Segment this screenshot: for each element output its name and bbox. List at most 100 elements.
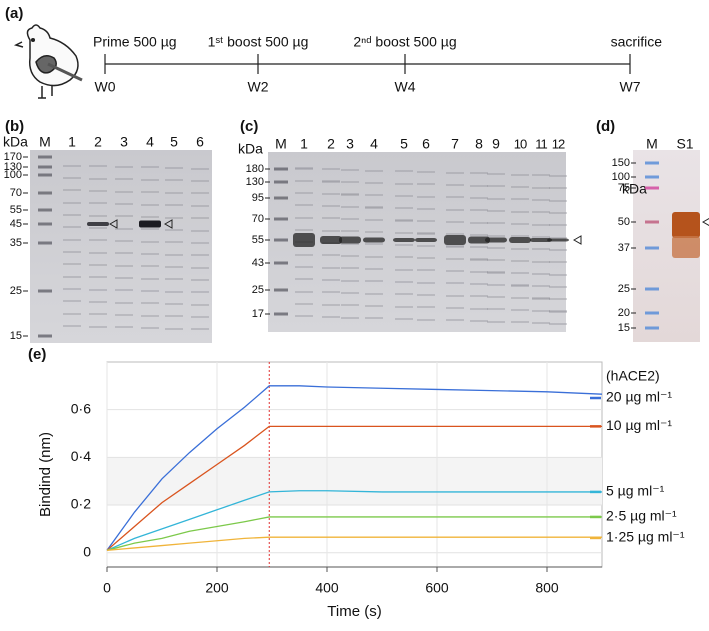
event-label: 2ⁿᵈ boost 500 µg bbox=[353, 34, 456, 50]
lane-band bbox=[446, 209, 464, 211]
lane-band bbox=[470, 197, 488, 199]
lane-band bbox=[341, 206, 359, 208]
lane-band bbox=[511, 260, 529, 262]
ladder-band bbox=[38, 208, 52, 212]
lane-band bbox=[549, 310, 567, 312]
protein-band bbox=[139, 220, 161, 228]
lane-label: 2 bbox=[94, 134, 102, 150]
lane-band bbox=[470, 259, 488, 261]
lane-band bbox=[322, 230, 340, 232]
ladder-band bbox=[645, 220, 659, 224]
lane-band bbox=[365, 182, 383, 184]
lane-band bbox=[395, 170, 413, 172]
ladder-band bbox=[274, 217, 288, 221]
lane-band bbox=[511, 297, 529, 299]
series-line bbox=[106, 536, 602, 551]
lane-band bbox=[446, 233, 464, 235]
lane-label: 11 bbox=[535, 136, 547, 151]
ladder-band bbox=[645, 326, 659, 330]
lane-band bbox=[295, 229, 313, 231]
lane-band bbox=[470, 283, 488, 285]
lane-band bbox=[470, 222, 488, 224]
ladder-band bbox=[38, 334, 52, 338]
gel-b bbox=[30, 150, 212, 343]
lane-band bbox=[322, 291, 340, 293]
x-tick-label: 200 bbox=[205, 580, 229, 596]
legend-title: (hACE2) bbox=[606, 368, 660, 384]
lane-band bbox=[191, 192, 209, 194]
marker-label: 70 bbox=[252, 213, 264, 225]
lane-band bbox=[487, 272, 505, 274]
lane-band bbox=[395, 281, 413, 283]
lane-label: S1 bbox=[676, 136, 693, 152]
lane-band bbox=[365, 170, 383, 172]
lane-band bbox=[511, 284, 529, 286]
lane-label: M bbox=[39, 134, 51, 150]
lane-band bbox=[395, 318, 413, 320]
lane-band bbox=[365, 243, 383, 245]
marker-label: 170 bbox=[4, 151, 22, 163]
x-tick-label: 0 bbox=[103, 580, 111, 596]
lane-band bbox=[365, 207, 383, 209]
band-arrow bbox=[572, 235, 582, 245]
lane-band bbox=[532, 187, 550, 189]
lane-band bbox=[141, 241, 159, 243]
lane-band bbox=[141, 228, 159, 230]
y-tick-label: 0 bbox=[83, 543, 91, 559]
lane-band bbox=[165, 229, 183, 231]
lane-band bbox=[549, 187, 567, 189]
lane-band bbox=[322, 168, 340, 170]
lane-band bbox=[511, 272, 529, 274]
lane-band bbox=[191, 180, 209, 182]
lane-band bbox=[89, 239, 107, 241]
lane-band bbox=[549, 323, 567, 325]
lane-band bbox=[89, 313, 107, 315]
ladder-band bbox=[274, 238, 288, 242]
lane-band bbox=[322, 254, 340, 256]
lane-band bbox=[322, 205, 340, 207]
lane-band bbox=[470, 295, 488, 297]
marker-label: 70 bbox=[10, 187, 22, 199]
lane-band bbox=[141, 191, 159, 193]
lane-band bbox=[487, 185, 505, 187]
lane-band bbox=[165, 217, 183, 219]
panel-label: (d) bbox=[596, 118, 615, 135]
lane-band bbox=[295, 204, 313, 206]
lane-band bbox=[141, 204, 159, 206]
lane-band bbox=[511, 174, 529, 176]
lane-band bbox=[191, 254, 209, 256]
lane-band bbox=[63, 189, 81, 191]
lane-band bbox=[365, 305, 383, 307]
lane-band bbox=[365, 256, 383, 258]
lane-band bbox=[322, 181, 340, 183]
marker-label: 100 bbox=[4, 169, 22, 181]
marker-label: 15 bbox=[10, 330, 22, 342]
lane-band bbox=[63, 226, 81, 228]
lane-band bbox=[511, 285, 529, 287]
ladder-band bbox=[274, 288, 288, 292]
protein-band bbox=[530, 238, 552, 242]
lane-band bbox=[511, 198, 529, 200]
lane-band bbox=[165, 303, 183, 305]
series-line bbox=[106, 490, 602, 551]
lane-band bbox=[141, 253, 159, 255]
lane-band bbox=[417, 282, 435, 284]
marker-label: 15 bbox=[618, 322, 630, 334]
lane-label: 4 bbox=[146, 134, 154, 150]
lane-band bbox=[322, 217, 340, 219]
lane-band bbox=[446, 184, 464, 186]
lane-band bbox=[470, 172, 488, 174]
lane-band bbox=[341, 181, 359, 183]
marker-label: 75 bbox=[618, 182, 630, 194]
lane-band bbox=[63, 177, 81, 179]
band-arrow bbox=[163, 219, 173, 229]
series-line bbox=[106, 516, 602, 551]
lane-band bbox=[191, 304, 209, 306]
unit-label: kDa bbox=[622, 181, 647, 197]
lane-band bbox=[446, 221, 464, 223]
lane-band bbox=[417, 306, 435, 308]
lane-band bbox=[365, 293, 383, 295]
lane-band bbox=[165, 328, 183, 330]
lane-band bbox=[115, 166, 133, 168]
ladder-band bbox=[645, 287, 659, 291]
